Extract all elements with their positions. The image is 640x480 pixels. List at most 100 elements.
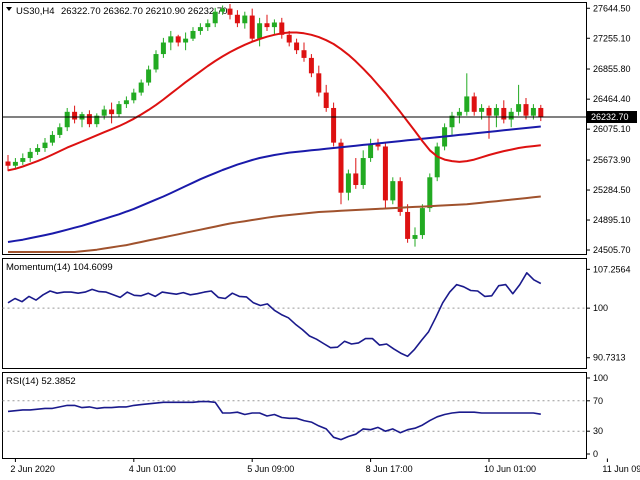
candle bbox=[353, 158, 359, 189]
price-axis: 27644.50 27255.10 26855.80 26464.40 26075.10… bbox=[2, 3, 637, 255]
candle-body bbox=[390, 181, 396, 201]
candle-body bbox=[94, 115, 100, 125]
candle-body bbox=[419, 208, 425, 236]
candle bbox=[160, 37, 166, 58]
candle-body bbox=[412, 235, 418, 239]
candle-body bbox=[479, 107, 485, 112]
price-tick-label: 26075.10 bbox=[593, 124, 631, 134]
candle bbox=[501, 100, 507, 124]
rsi-label: RSI(14) 52.3852 bbox=[6, 376, 76, 387]
candle bbox=[412, 227, 418, 247]
candle-body bbox=[501, 107, 507, 120]
candle bbox=[368, 138, 374, 162]
candle-body bbox=[471, 96, 477, 112]
candle bbox=[323, 84, 329, 112]
candle-body bbox=[72, 111, 78, 120]
candle bbox=[249, 8, 255, 43]
candle-body bbox=[308, 57, 314, 74]
candle-body bbox=[49, 134, 55, 143]
candle bbox=[131, 88, 137, 104]
candle-body bbox=[301, 50, 307, 58]
candle-body bbox=[205, 23, 211, 28]
candle-body bbox=[86, 114, 92, 125]
candle-body bbox=[249, 15, 255, 39]
candle-body bbox=[294, 42, 300, 51]
ma-slow-line bbox=[8, 195, 541, 253]
candle bbox=[146, 65, 152, 86]
candle-body bbox=[456, 111, 462, 116]
candle bbox=[175, 34, 181, 47]
candle bbox=[20, 153, 26, 165]
candle bbox=[153, 50, 159, 73]
triangle-down-icon[interactable] bbox=[6, 7, 12, 11]
candle-body bbox=[212, 11, 218, 24]
candle-body bbox=[175, 36, 181, 43]
rsi-tick-label: 30 bbox=[593, 426, 603, 436]
candle bbox=[397, 177, 403, 216]
candle-body bbox=[153, 54, 159, 70]
candle-body bbox=[449, 115, 455, 128]
candle-body bbox=[227, 8, 233, 15]
rsi-series bbox=[2, 400, 586, 441]
price-tick-label: 26855.80 bbox=[593, 64, 631, 74]
candle-body bbox=[427, 177, 433, 209]
momentum-tick-label: 100 bbox=[593, 303, 608, 313]
candle-body bbox=[190, 30, 196, 39]
candle bbox=[35, 144, 41, 155]
time-tick-label: 8 Jun 17:00 bbox=[366, 464, 413, 474]
candle bbox=[212, 7, 218, 28]
candle-body bbox=[35, 148, 41, 152]
candle bbox=[486, 105, 492, 139]
candle bbox=[72, 105, 78, 124]
candle bbox=[42, 138, 48, 152]
candle bbox=[375, 138, 381, 151]
candle-body bbox=[353, 173, 359, 185]
candle bbox=[301, 42, 307, 62]
candle-body bbox=[530, 107, 536, 116]
candle bbox=[94, 113, 100, 128]
candle-body bbox=[360, 158, 366, 185]
candle bbox=[205, 19, 211, 31]
candle bbox=[471, 92, 477, 116]
price-series bbox=[5, 4, 544, 253]
candle-body bbox=[434, 146, 440, 178]
price-tick-label: 27255.10 bbox=[593, 33, 631, 43]
price-panel-frame bbox=[2, 2, 587, 255]
candle bbox=[257, 17, 263, 47]
candle bbox=[49, 131, 55, 146]
candle bbox=[183, 32, 189, 51]
candle bbox=[168, 30, 174, 51]
rsi-line bbox=[7, 400, 541, 441]
candle-body bbox=[42, 142, 48, 149]
momentum-panel-frame bbox=[2, 258, 587, 369]
candle bbox=[5, 154, 11, 172]
symbol-timeframe: US30,H4 bbox=[16, 6, 55, 17]
time-tick-label: 10 Jun 01:00 bbox=[484, 464, 536, 474]
candle bbox=[382, 142, 388, 209]
candle bbox=[419, 204, 425, 239]
candle-body bbox=[234, 14, 240, 24]
candle-body bbox=[123, 100, 129, 105]
rsi-tick-label: 0 bbox=[593, 449, 598, 459]
time-tick-label: 4 Jun 01:00 bbox=[129, 464, 176, 474]
candle bbox=[405, 204, 411, 243]
candle-body bbox=[257, 23, 263, 39]
candle bbox=[64, 107, 70, 132]
candle bbox=[57, 123, 63, 139]
time-tick-label: 5 Jun 09:00 bbox=[247, 464, 294, 474]
candle bbox=[516, 84, 522, 116]
candle bbox=[79, 111, 85, 128]
price-tick-label: 24505.70 bbox=[593, 245, 631, 255]
candle-body bbox=[516, 104, 522, 112]
candle bbox=[286, 30, 292, 47]
candle-body bbox=[183, 38, 189, 43]
candle bbox=[464, 73, 470, 116]
rsi-axis: 100 70 30 0 bbox=[586, 373, 608, 459]
candle-body bbox=[338, 142, 344, 193]
candle-body bbox=[331, 107, 337, 143]
candle bbox=[434, 142, 440, 182]
momentum-series bbox=[2, 271, 586, 358]
candle-body bbox=[116, 104, 122, 115]
ma-mid-line bbox=[7, 125, 541, 243]
